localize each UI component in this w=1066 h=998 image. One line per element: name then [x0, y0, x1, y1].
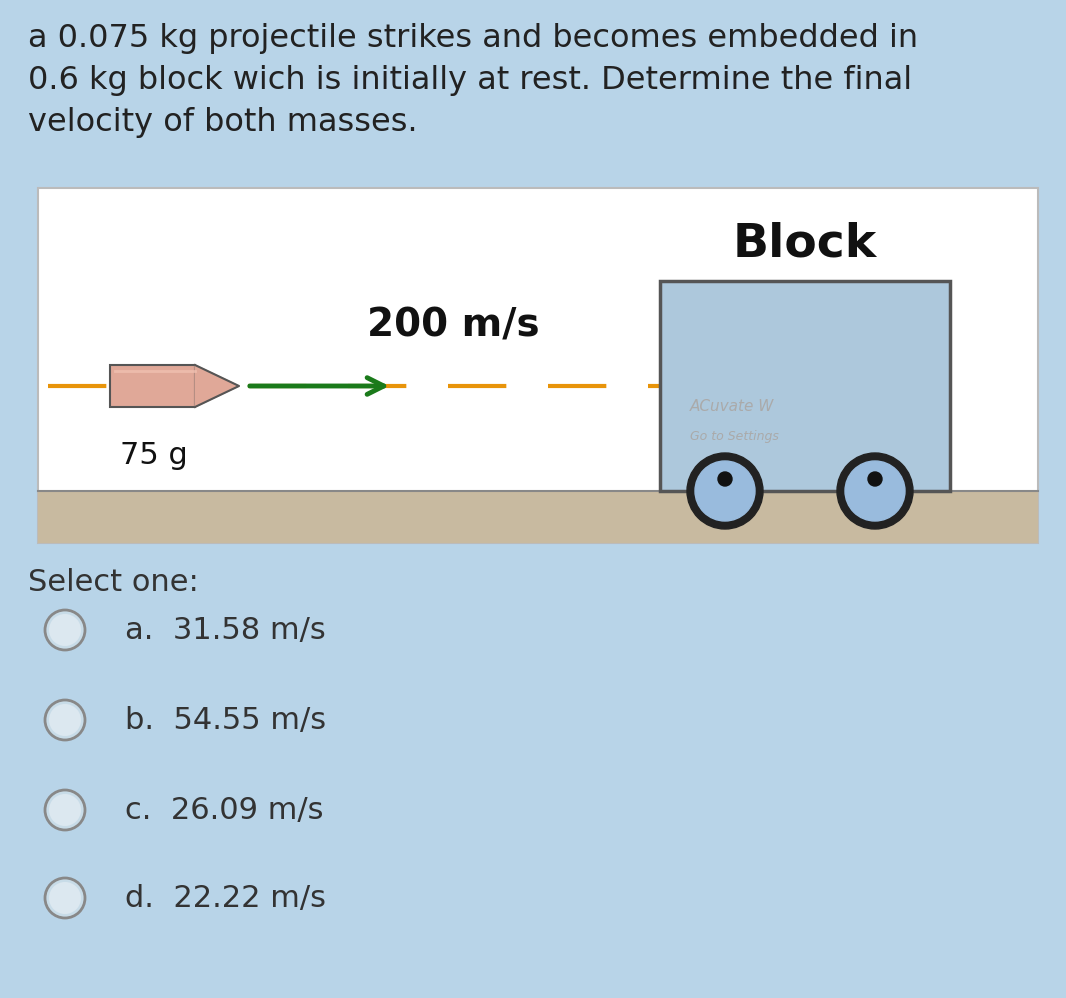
- Text: Go to Settings: Go to Settings: [690, 429, 779, 442]
- Text: a.  31.58 m/s: a. 31.58 m/s: [125, 616, 326, 645]
- FancyBboxPatch shape: [660, 281, 950, 491]
- Circle shape: [45, 700, 85, 740]
- Text: Block: Block: [733, 221, 877, 266]
- Circle shape: [49, 794, 81, 826]
- Text: 200 m/s: 200 m/s: [367, 306, 539, 344]
- Text: ACuvate W: ACuvate W: [690, 398, 774, 413]
- Text: 75 g: 75 g: [120, 441, 188, 470]
- Circle shape: [49, 704, 81, 736]
- Polygon shape: [195, 365, 239, 407]
- Circle shape: [49, 882, 81, 914]
- Circle shape: [718, 472, 732, 486]
- Text: a 0.075 kg projectile strikes and becomes embedded in
0.6 kg block wich is initi: a 0.075 kg projectile strikes and become…: [28, 23, 918, 138]
- Circle shape: [45, 878, 85, 918]
- Circle shape: [868, 472, 882, 486]
- Circle shape: [49, 614, 81, 646]
- Circle shape: [695, 461, 755, 521]
- Circle shape: [845, 461, 905, 521]
- Bar: [38, 188, 1038, 543]
- Text: Select one:: Select one:: [28, 568, 198, 597]
- Circle shape: [837, 453, 912, 529]
- Text: c.  26.09 m/s: c. 26.09 m/s: [125, 795, 323, 824]
- Circle shape: [687, 453, 763, 529]
- Circle shape: [45, 790, 85, 830]
- Bar: [38, 491, 1038, 543]
- FancyBboxPatch shape: [110, 365, 195, 407]
- Circle shape: [45, 610, 85, 650]
- Text: b.  54.55 m/s: b. 54.55 m/s: [125, 706, 326, 735]
- Text: d.  22.22 m/s: d. 22.22 m/s: [125, 883, 326, 912]
